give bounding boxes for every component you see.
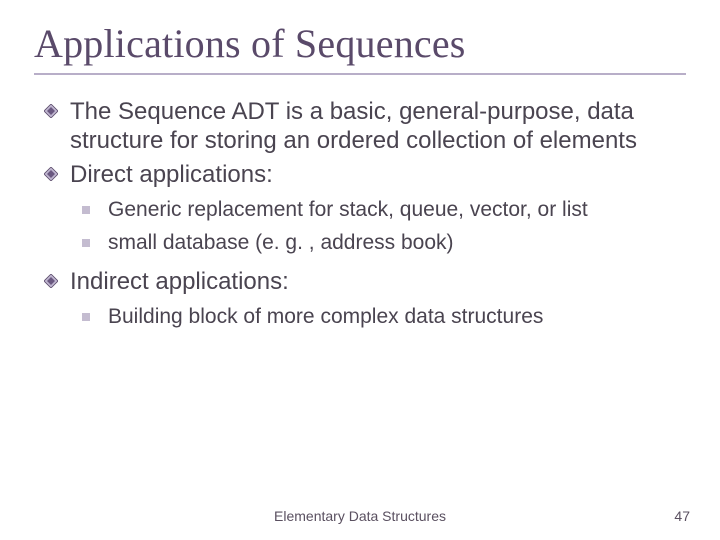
bullet-list-lvl1: Indirect applications: [44,267,686,296]
bullet-item: Direct applications: [44,160,686,189]
sub-bullet-text: Generic replacement for stack, queue, ve… [108,198,588,221]
slide-number: 47 [674,508,690,524]
diamond-icon [44,274,58,288]
bullet-text: Direct applications: [70,161,273,188]
bullet-item: Indirect applications: [44,267,686,296]
bullet-list-lvl1: The Sequence ADT is a basic, general-pur… [44,97,686,189]
sub-bullet-item: small database (e. g. , address book) [82,230,686,257]
sub-bullet-text: small database (e. g. , address book) [108,231,454,254]
slide-title: Applications of Sequences [34,20,686,75]
bullet-text: The Sequence ADT is a basic, general-pur… [70,98,637,154]
bullet-item: The Sequence ADT is a basic, general-pur… [44,97,686,156]
sub-bullet-item: Building block of more complex data stru… [82,304,686,331]
slide-body: The Sequence ADT is a basic, general-pur… [34,97,686,331]
sub-bullet-item: Generic replacement for stack, queue, ve… [82,197,686,224]
bullet-list-lvl2: Generic replacement for stack, queue, ve… [82,197,686,257]
bullet-list-lvl2: Building block of more complex data stru… [82,304,686,331]
bullet-text: Indirect applications: [70,268,289,295]
sub-bullet-text: Building block of more complex data stru… [108,305,543,328]
diamond-icon [44,104,58,118]
diamond-icon [44,167,58,181]
slide: Applications of Sequences The Sequence A… [0,0,720,540]
footer-text: Elementary Data Structures [0,508,720,524]
